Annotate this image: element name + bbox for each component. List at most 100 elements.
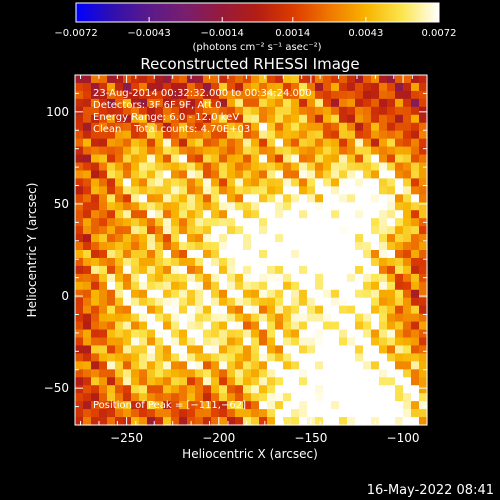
heatmap-cell — [315, 257, 324, 267]
heatmap-cell — [411, 321, 420, 331]
heatmap-cell — [411, 90, 420, 100]
heatmap-cell — [75, 377, 84, 386]
heatmap-cell — [331, 242, 340, 251]
heatmap-cell — [267, 385, 276, 394]
heatmap-cell — [283, 265, 292, 275]
heatmap-cell — [91, 82, 100, 92]
heatmap-cell — [307, 369, 316, 378]
heatmap-cell — [155, 321, 164, 331]
heatmap-cell — [259, 369, 268, 378]
heatmap-cell — [275, 234, 284, 243]
heatmap-cell — [411, 377, 420, 386]
heatmap-cell — [395, 321, 404, 331]
heatmap-cell — [139, 289, 148, 299]
heatmap-cell — [163, 234, 172, 243]
heatmap-cell — [267, 106, 276, 116]
heatmap-cell — [75, 250, 84, 259]
heatmap-cell — [403, 154, 412, 164]
heatmap-cell — [339, 154, 348, 164]
heatmap-cell — [259, 385, 268, 394]
heatmap-cell — [75, 114, 84, 124]
heatmap-cell — [107, 329, 116, 339]
heatmap-cell — [99, 90, 108, 100]
heatmap-cell — [115, 321, 124, 331]
heatmap-cell — [211, 178, 220, 187]
heatmap-cell — [155, 361, 164, 370]
heatmap-cell — [115, 226, 124, 235]
heatmap-cell — [395, 353, 404, 362]
heatmap-cell — [323, 289, 332, 299]
heatmap-cell — [235, 273, 244, 283]
heatmap-cell — [203, 178, 212, 187]
heatmap-cell — [131, 226, 140, 235]
heatmap-cell — [219, 75, 228, 84]
heatmap-cell — [83, 82, 92, 92]
heatmap-cell — [315, 329, 324, 339]
heatmap-cell — [83, 178, 92, 187]
heatmap-cell — [371, 114, 380, 124]
heatmap-cell — [123, 98, 132, 108]
heatmap-cell — [147, 210, 156, 219]
heatmap-cell — [163, 281, 172, 291]
heatmap-cell — [211, 321, 220, 331]
heatmap-cell — [227, 321, 236, 331]
colorbar-tick-label: 0.0043 — [348, 28, 383, 39]
heatmap-cell — [115, 130, 124, 140]
heatmap-cell — [299, 170, 308, 179]
heatmap-cell — [91, 210, 100, 219]
heatmap-cell — [283, 250, 292, 259]
heatmap-cell — [91, 250, 100, 259]
heatmap-cell — [299, 329, 308, 339]
heatmap-cell — [363, 226, 372, 235]
heatmap-cell — [259, 361, 268, 370]
heatmap-cell — [283, 210, 292, 219]
heatmap-cell — [227, 146, 236, 156]
heatmap-cell — [323, 329, 332, 339]
heatmap-cell — [91, 114, 100, 124]
heatmap-cell — [315, 106, 324, 116]
heatmap-cell — [187, 138, 196, 148]
heatmap-cell — [371, 385, 380, 394]
heatmap-cell — [307, 154, 316, 164]
heatmap-cell — [147, 202, 156, 211]
heatmap-cell — [267, 281, 276, 291]
heatmap-cell — [203, 75, 212, 84]
heatmap-cell — [371, 250, 380, 259]
heatmap-cell — [371, 297, 380, 307]
heatmap-cell — [211, 250, 220, 259]
heatmap-cell — [219, 218, 228, 227]
heatmap-cell — [139, 265, 148, 275]
heatmap-cell — [107, 122, 116, 132]
heatmap-cell — [291, 305, 300, 315]
heatmap-cell — [99, 305, 108, 315]
heatmap-cell — [275, 417, 284, 426]
heatmap-cell — [347, 122, 356, 132]
heatmap-cell — [403, 178, 412, 187]
heatmap-cell — [163, 242, 172, 251]
heatmap-cell — [339, 401, 348, 410]
heatmap-cell — [235, 75, 244, 84]
heatmap-cell — [163, 75, 172, 84]
heatmap-cell — [411, 297, 420, 307]
heatmap-cell — [387, 321, 396, 331]
heatmap-cell — [387, 337, 396, 347]
heatmap-cell — [99, 122, 108, 132]
heatmap-cell — [227, 122, 236, 132]
heatmap-cell — [323, 345, 332, 354]
heatmap-cell — [315, 138, 324, 148]
heatmap-cell — [283, 353, 292, 362]
heatmap-cell — [339, 353, 348, 362]
heatmap-cell — [211, 353, 220, 362]
heatmap-cell — [283, 321, 292, 331]
heatmap-cell — [355, 265, 364, 275]
heatmap-cell — [243, 130, 252, 140]
heatmap-cell — [315, 393, 324, 402]
heatmap-cell — [395, 297, 404, 307]
heatmap-cell — [411, 250, 420, 259]
heatmap-cell — [171, 186, 180, 195]
heatmap-cell — [291, 369, 300, 378]
heatmap-cell — [363, 281, 372, 291]
heatmap-cell — [243, 234, 252, 243]
heatmap-cell — [339, 186, 348, 195]
heatmap-cell — [339, 234, 348, 243]
